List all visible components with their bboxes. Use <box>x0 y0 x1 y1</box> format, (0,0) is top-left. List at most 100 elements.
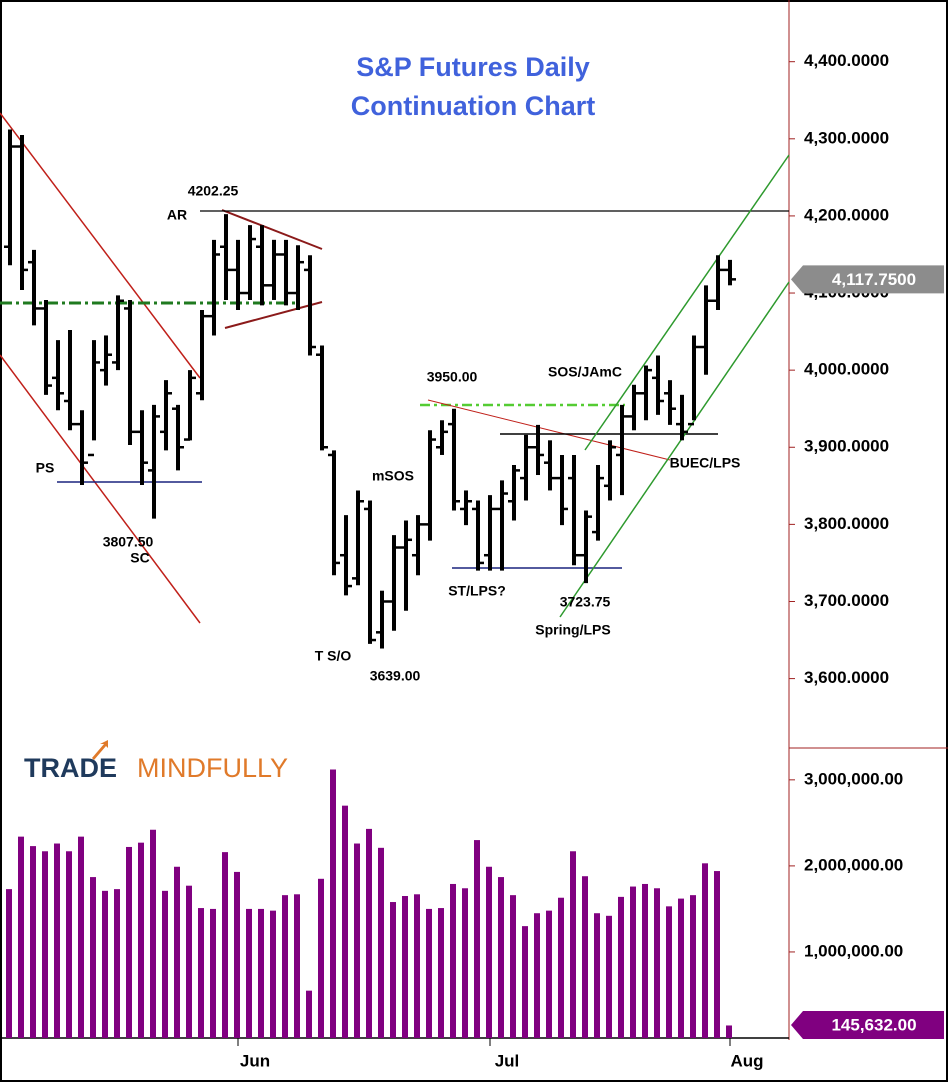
volume-bar <box>210 908 216 1038</box>
volume-bar <box>78 836 84 1038</box>
volume-bar <box>270 910 276 1038</box>
annotation: 3723.75 <box>560 594 611 610</box>
x-tick-label: Aug <box>730 1051 763 1070</box>
volume-bar <box>450 883 456 1038</box>
y-tick-label: 3,000,000.00 <box>804 769 903 788</box>
y-tick-label: 3,600.0000 <box>804 668 889 687</box>
annotation: AR <box>167 207 187 223</box>
volume-bar <box>666 906 672 1038</box>
volume-bar <box>474 840 480 1038</box>
volume-bar <box>486 866 492 1038</box>
volume-bar <box>510 895 516 1038</box>
y-tick-label: 3,900.0000 <box>804 437 889 456</box>
volume-bar <box>690 895 696 1038</box>
volume-bar <box>198 908 204 1038</box>
annotation: 3950.00 <box>427 369 478 385</box>
chart-title: S&P Futures Daily <box>356 52 590 82</box>
x-tick-label: Jun <box>240 1051 270 1070</box>
last-value-label: 4,117.7500 <box>832 270 916 289</box>
annotation: mSOS <box>372 468 414 484</box>
volume-bar <box>138 842 144 1038</box>
last-value-label: 145,632.00 <box>831 1015 916 1034</box>
channel-line <box>0 354 201 624</box>
volume-bar <box>282 895 288 1038</box>
volume-bar <box>726 1025 732 1038</box>
volume-bar <box>534 913 540 1038</box>
volume-bar <box>162 890 168 1038</box>
volume-bar <box>390 902 396 1038</box>
y-tick-label: 1,000,000.00 <box>804 941 903 960</box>
volume-bar <box>558 897 564 1038</box>
triangle-line <box>224 301 323 329</box>
annotation: BUEC/LPS <box>670 455 741 471</box>
chart-title: Continuation Chart <box>351 91 595 121</box>
volume-bar <box>330 769 336 1038</box>
volume-bar <box>102 890 108 1038</box>
volume-bar <box>174 866 180 1038</box>
volume-bar <box>438 908 444 1038</box>
volume-bar <box>90 877 96 1038</box>
volume-bar <box>618 896 624 1038</box>
annotation: SC <box>130 550 149 566</box>
volume-bar <box>594 913 600 1038</box>
channel-line <box>0 112 201 379</box>
volume-bar <box>222 852 228 1038</box>
trend-line <box>427 399 671 461</box>
volume-bar <box>678 898 684 1038</box>
annotation: 4202.25 <box>188 183 239 199</box>
volume-bar <box>30 846 36 1038</box>
volume-bar <box>570 851 576 1038</box>
logo-text: TRADE <box>24 753 117 783</box>
logo-arrow <box>92 740 108 760</box>
annotation: PS <box>36 460 55 476</box>
volume-bar <box>42 851 48 1038</box>
channel-line <box>584 154 790 451</box>
volume-bar <box>414 894 420 1038</box>
y-tick-label: 4,000.0000 <box>804 360 889 379</box>
y-tick-label: 3,700.0000 <box>804 591 889 610</box>
volume-bar <box>246 908 252 1038</box>
logo: TRADE MINDFULLY <box>24 740 288 783</box>
volume-bar <box>6 889 12 1038</box>
volume-bar <box>714 871 720 1038</box>
volume-bar <box>546 910 552 1038</box>
volume-bar <box>234 871 240 1038</box>
volume-bar <box>318 878 324 1038</box>
volume-bar <box>630 886 636 1038</box>
annotation: 3807.50 <box>103 534 154 550</box>
volume-bar <box>378 847 384 1038</box>
annotation: ST/LPS? <box>448 583 506 599</box>
volume-bar <box>606 915 612 1038</box>
volume-bar <box>426 908 432 1038</box>
volume-bar <box>402 896 408 1038</box>
volume-bar <box>258 908 264 1038</box>
triangle-line <box>221 209 323 250</box>
last-value-tag <box>791 1011 944 1039</box>
volume-bar <box>54 843 60 1038</box>
volume-bar <box>702 863 708 1038</box>
volume-bar <box>522 926 528 1038</box>
volume-bar <box>366 828 372 1038</box>
annotation: T S/O <box>315 648 352 664</box>
annotation: SOS/JAmC <box>548 364 622 380</box>
annotation: 3639.00 <box>370 668 421 684</box>
volume-bar <box>66 851 72 1038</box>
annotation: Spring/LPS <box>535 622 610 638</box>
y-tick-label: 2,000,000.00 <box>804 855 903 874</box>
volume-bar <box>18 836 24 1038</box>
y-tick-label: 4,300.0000 <box>804 128 889 147</box>
logo-text: MINDFULLY <box>137 753 288 783</box>
volume-bar <box>654 888 660 1038</box>
last-value-tag <box>791 265 944 294</box>
study-lines <box>0 112 790 624</box>
volume-bar <box>462 888 468 1038</box>
volume-bar <box>342 805 348 1038</box>
volume-bar <box>294 894 300 1038</box>
channel-line <box>559 281 790 618</box>
volume-bar <box>354 843 360 1038</box>
volume-bar <box>498 877 504 1038</box>
y-tick-label: 3,800.0000 <box>804 514 889 533</box>
volume-bar <box>186 885 192 1038</box>
volume-bar <box>114 889 120 1038</box>
